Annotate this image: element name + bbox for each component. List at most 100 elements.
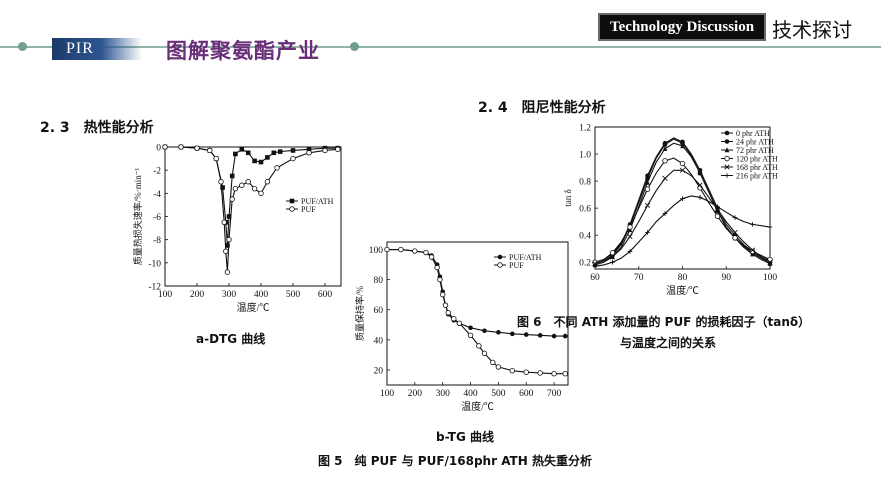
tg-data-point	[412, 248, 418, 254]
tg-data-point	[495, 364, 502, 370]
tan-data-point	[592, 263, 598, 269]
figure-5-caption: 图 5 纯 PUF 与 PUF/168phr ATH 热失重分析	[318, 454, 592, 468]
tg-y-tick-label: 40	[374, 336, 384, 346]
tan-data-point	[750, 222, 755, 227]
tg-y-tick-label: 60	[374, 306, 384, 316]
dtg-x-tick-label: 500	[286, 290, 301, 300]
tg-x-tick-label: 400	[463, 389, 478, 399]
dtg-y-tick-label: -8	[153, 236, 161, 246]
tg-data-point	[456, 320, 463, 326]
tan-data-point	[645, 230, 650, 235]
tan-data-point	[679, 167, 686, 173]
tan-y-tick-label: 0.8	[579, 178, 591, 188]
dtg-data-point	[194, 145, 200, 151]
tg-x-axis-label: 温度/℃	[461, 400, 494, 413]
header-rule	[0, 46, 881, 48]
tg-data-point	[468, 325, 473, 331]
tan-data-point	[715, 204, 720, 210]
tg-data-point	[423, 249, 429, 256]
section-heading-2-3: 2. 3 热性能分析	[40, 120, 154, 136]
tg-data-point	[481, 350, 488, 357]
dtg-data-point	[306, 150, 312, 156]
pir-badge-label: PIR	[66, 40, 94, 57]
dtg-x-tick-label: 300	[222, 290, 237, 300]
tg-y-tick-label: 20	[374, 366, 384, 376]
tan-data-point	[662, 145, 668, 151]
tg-x-tick-label: 700	[547, 389, 562, 399]
dtg-x-tick-label: 200	[190, 290, 205, 300]
tg-y-tick-label: 100	[369, 246, 384, 256]
caption-dtg: a-DTG 曲线	[196, 332, 266, 346]
tg-legend-label: PUF/ATH	[509, 253, 542, 262]
tan-y-tick-label: 1.2	[579, 124, 591, 134]
dtg-data-point	[229, 196, 235, 202]
dtg-data-point	[239, 182, 245, 188]
dtg-data-point	[252, 158, 257, 164]
tg-x-tick-label: 200	[408, 389, 423, 399]
tg-data-point	[496, 330, 501, 335]
tan-legend-marker	[724, 139, 730, 144]
tan-x-tick-label: 100	[763, 273, 778, 283]
tan-data-point	[662, 211, 668, 216]
tan-y-tick-label: 0.4	[579, 232, 591, 242]
dtg-data-point	[213, 155, 219, 162]
tg-data-point	[434, 264, 440, 271]
tg-data-point	[537, 333, 543, 338]
pir-badge: PIR	[52, 38, 142, 60]
tg-series-line	[387, 248, 566, 375]
tg-x-tick-label: 600	[519, 389, 534, 399]
tan-data-point	[610, 259, 615, 265]
tg-data-point	[482, 328, 487, 334]
tg-data-point	[490, 359, 496, 366]
tg-x-tick-label: 300	[436, 389, 451, 399]
tg-data-point	[442, 302, 449, 308]
dtg-x-tick-label: 400	[254, 290, 269, 300]
dtg-data-point	[224, 269, 231, 275]
dtg-data-point	[232, 185, 239, 192]
tg-data-point	[437, 276, 443, 283]
caption-tg: b-TG 曲线	[436, 430, 495, 444]
tg-data-point	[451, 316, 457, 322]
tg-data-point	[551, 333, 557, 339]
tan-data-point	[662, 158, 668, 164]
tan-data-point	[767, 224, 773, 230]
dtg-data-point	[264, 179, 271, 185]
tan-data-point	[767, 259, 773, 265]
dtg-data-point	[221, 219, 227, 225]
dtg-data-point	[223, 248, 229, 254]
tg-data-point	[398, 246, 404, 253]
dtg-data-point	[178, 144, 184, 150]
tan-legend-label: 120 phr ATH	[736, 155, 778, 164]
dtg-data-point	[258, 190, 264, 197]
tan-legend-label: 72 phr ATH	[736, 146, 774, 155]
tg-x-tick-label: 500	[491, 389, 506, 399]
dtg-data-point	[290, 155, 296, 162]
dtg-data-point	[162, 144, 168, 150]
dtg-y-tick-label: -10	[148, 259, 161, 269]
tan-data-point	[749, 247, 756, 253]
tan-x-tick-label: 80	[678, 273, 688, 283]
tan-legend-label: 216 phr ATH	[736, 172, 778, 181]
dtg-data-point	[245, 179, 251, 185]
tan-data-point	[644, 202, 651, 209]
tan-x-tick-label: 60	[590, 273, 600, 283]
tg-data-point	[537, 370, 543, 376]
tan-data-point	[697, 170, 703, 176]
dtg-y-axis-label: 质量热损失速率/%·min⁻¹	[132, 167, 143, 265]
tg-data-point	[551, 371, 557, 377]
tan-legend-marker	[724, 147, 730, 153]
tan-data-point	[697, 195, 703, 200]
dtg-x-axis-label: 温度/℃	[237, 301, 270, 314]
dtg-data-point	[226, 236, 232, 243]
dtg-legend-label: PUF	[301, 205, 316, 214]
tan-data-point	[627, 249, 633, 254]
tg-y-axis-label: 质量保持率/%	[354, 285, 365, 341]
dtg-series-line	[165, 146, 338, 273]
figure-6-caption-line2: 与温度之间的关系	[620, 336, 717, 350]
dtg-data-point	[306, 147, 312, 152]
dtg-data-point	[251, 185, 258, 192]
dtg-y-tick-label: -6	[153, 213, 161, 223]
dtg-data-point	[233, 151, 238, 157]
tan-data-point	[627, 224, 633, 230]
